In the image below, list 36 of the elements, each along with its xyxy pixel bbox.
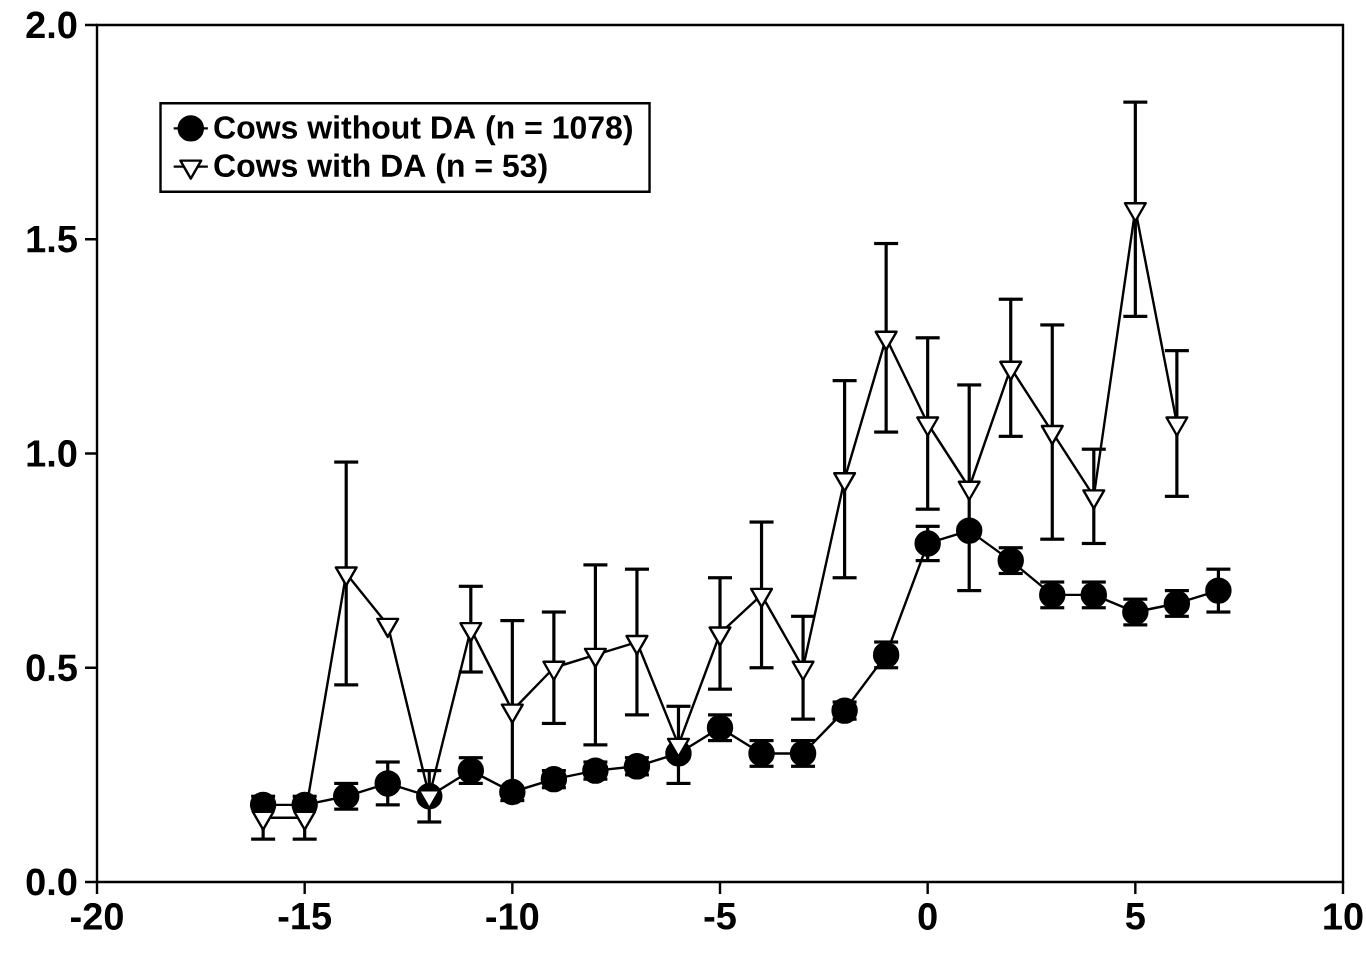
point	[542, 660, 566, 681]
point	[1123, 202, 1147, 223]
y-tick-label: 0.0	[26, 868, 77, 896]
x-tick-label: 0	[918, 903, 937, 930]
point	[749, 587, 774, 609]
point	[874, 330, 898, 351]
point	[1040, 424, 1064, 446]
point	[999, 360, 1023, 381]
point	[625, 634, 649, 656]
point	[708, 626, 732, 647]
point	[1082, 489, 1106, 510]
point	[376, 617, 400, 639]
y-tick-label: 1.0	[27, 440, 77, 467]
point	[956, 517, 983, 544]
x-tick-label: -10	[486, 903, 539, 930]
point	[957, 480, 981, 501]
y-tick-label: 2.0	[26, 11, 77, 39]
y-tick-label: 0.5	[26, 654, 77, 682]
x-tick-label: 5	[1125, 903, 1145, 930]
x-tick-label: -15	[278, 903, 332, 930]
legend-label: Cows with DA (n = 53)	[214, 153, 547, 184]
x-tick-label: -20	[71, 903, 123, 930]
x-tick-label: -5	[704, 903, 736, 930]
point	[1205, 577, 1232, 604]
point	[833, 472, 857, 493]
point	[1165, 416, 1189, 437]
point	[914, 530, 941, 557]
point	[374, 770, 401, 797]
point	[334, 566, 358, 587]
y-tick-label: 1.5	[27, 226, 77, 253]
x-tick-label: 10	[1324, 903, 1363, 930]
point	[459, 621, 483, 643]
point	[499, 778, 526, 806]
legend-label: Cows without DA (n = 1078)	[214, 115, 632, 146]
point	[916, 416, 940, 437]
point	[791, 660, 815, 681]
